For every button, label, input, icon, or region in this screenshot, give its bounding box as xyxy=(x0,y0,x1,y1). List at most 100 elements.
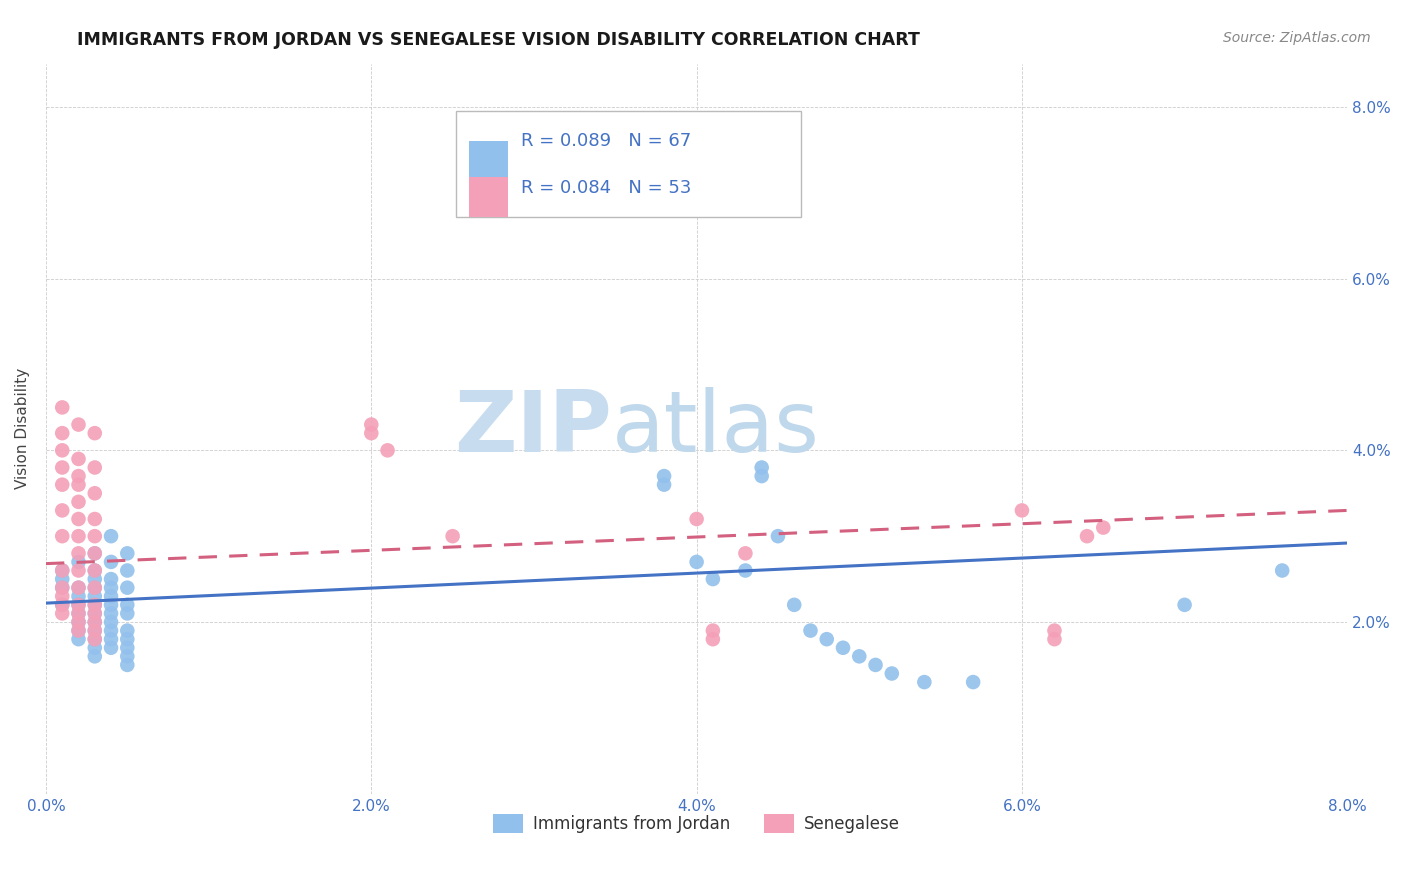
Text: R = 0.089   N = 67: R = 0.089 N = 67 xyxy=(522,132,692,150)
Point xyxy=(100,572,122,586)
FancyBboxPatch shape xyxy=(468,178,508,218)
Point xyxy=(51,477,73,491)
Legend: Immigrants from Jordan, Senegalese: Immigrants from Jordan, Senegalese xyxy=(486,807,907,840)
Point xyxy=(523,202,546,217)
Point xyxy=(1011,503,1033,517)
Point xyxy=(1043,632,1066,647)
Point xyxy=(83,564,105,578)
Point xyxy=(83,546,105,560)
Point xyxy=(912,675,935,690)
Point xyxy=(1043,624,1066,638)
Point xyxy=(100,529,122,543)
Point xyxy=(67,615,90,629)
Point xyxy=(67,598,90,612)
Point xyxy=(962,675,984,690)
Point xyxy=(83,624,105,638)
Point xyxy=(83,460,105,475)
Point xyxy=(83,598,105,612)
Point xyxy=(83,632,105,647)
Point xyxy=(100,640,122,655)
Point xyxy=(83,607,105,621)
Point xyxy=(83,615,105,629)
Point xyxy=(815,632,838,647)
Point xyxy=(377,443,399,458)
Point xyxy=(51,529,73,543)
Point xyxy=(848,649,870,664)
Point xyxy=(67,417,90,432)
Point xyxy=(685,555,707,569)
Text: Source: ZipAtlas.com: Source: ZipAtlas.com xyxy=(1223,31,1371,45)
Point xyxy=(67,624,90,638)
Point xyxy=(83,615,105,629)
Point xyxy=(67,581,90,595)
Point xyxy=(865,657,887,672)
Point xyxy=(83,607,105,621)
Point xyxy=(832,640,855,655)
Point xyxy=(67,607,90,621)
Point xyxy=(360,426,382,441)
Point xyxy=(783,598,806,612)
Point xyxy=(51,426,73,441)
Point xyxy=(880,666,903,681)
Point xyxy=(1092,520,1115,534)
Point xyxy=(83,529,105,543)
Point xyxy=(51,564,73,578)
Point xyxy=(702,632,724,647)
FancyBboxPatch shape xyxy=(468,141,508,181)
Point xyxy=(67,598,90,612)
Point xyxy=(702,572,724,586)
Point xyxy=(67,495,90,509)
Point xyxy=(100,607,122,621)
Point xyxy=(83,581,105,595)
Point xyxy=(83,589,105,603)
Point xyxy=(734,546,756,560)
Point xyxy=(51,564,73,578)
Point xyxy=(67,615,90,629)
Point xyxy=(100,615,122,629)
Point xyxy=(51,598,73,612)
Point xyxy=(83,546,105,560)
Point xyxy=(67,451,90,466)
Point xyxy=(83,426,105,441)
Point xyxy=(751,460,773,475)
Y-axis label: Vision Disability: Vision Disability xyxy=(15,368,30,490)
Point xyxy=(117,546,139,560)
Point xyxy=(652,469,675,483)
Point xyxy=(702,624,724,638)
Point xyxy=(100,624,122,638)
Point xyxy=(117,624,139,638)
Point xyxy=(51,460,73,475)
Point xyxy=(360,417,382,432)
Point xyxy=(67,564,90,578)
Point xyxy=(67,589,90,603)
Point xyxy=(117,632,139,647)
Point xyxy=(117,657,139,672)
Point xyxy=(67,607,90,621)
Point xyxy=(751,469,773,483)
Text: atlas: atlas xyxy=(612,387,820,470)
Point xyxy=(67,632,90,647)
Point xyxy=(83,572,105,586)
Point xyxy=(100,555,122,569)
Point xyxy=(441,529,464,543)
Point xyxy=(83,512,105,526)
Point xyxy=(100,598,122,612)
Point xyxy=(51,572,73,586)
Point xyxy=(766,529,789,543)
Point xyxy=(67,529,90,543)
Point xyxy=(117,640,139,655)
Point xyxy=(83,598,105,612)
Point xyxy=(83,564,105,578)
Point xyxy=(100,632,122,647)
Point xyxy=(83,640,105,655)
Point xyxy=(734,564,756,578)
Text: ZIP: ZIP xyxy=(454,387,612,470)
Point xyxy=(117,581,139,595)
Point xyxy=(67,546,90,560)
Point xyxy=(67,555,90,569)
Text: R = 0.084   N = 53: R = 0.084 N = 53 xyxy=(522,178,692,196)
FancyBboxPatch shape xyxy=(456,112,801,218)
Point xyxy=(685,512,707,526)
Point xyxy=(117,598,139,612)
Point xyxy=(100,589,122,603)
